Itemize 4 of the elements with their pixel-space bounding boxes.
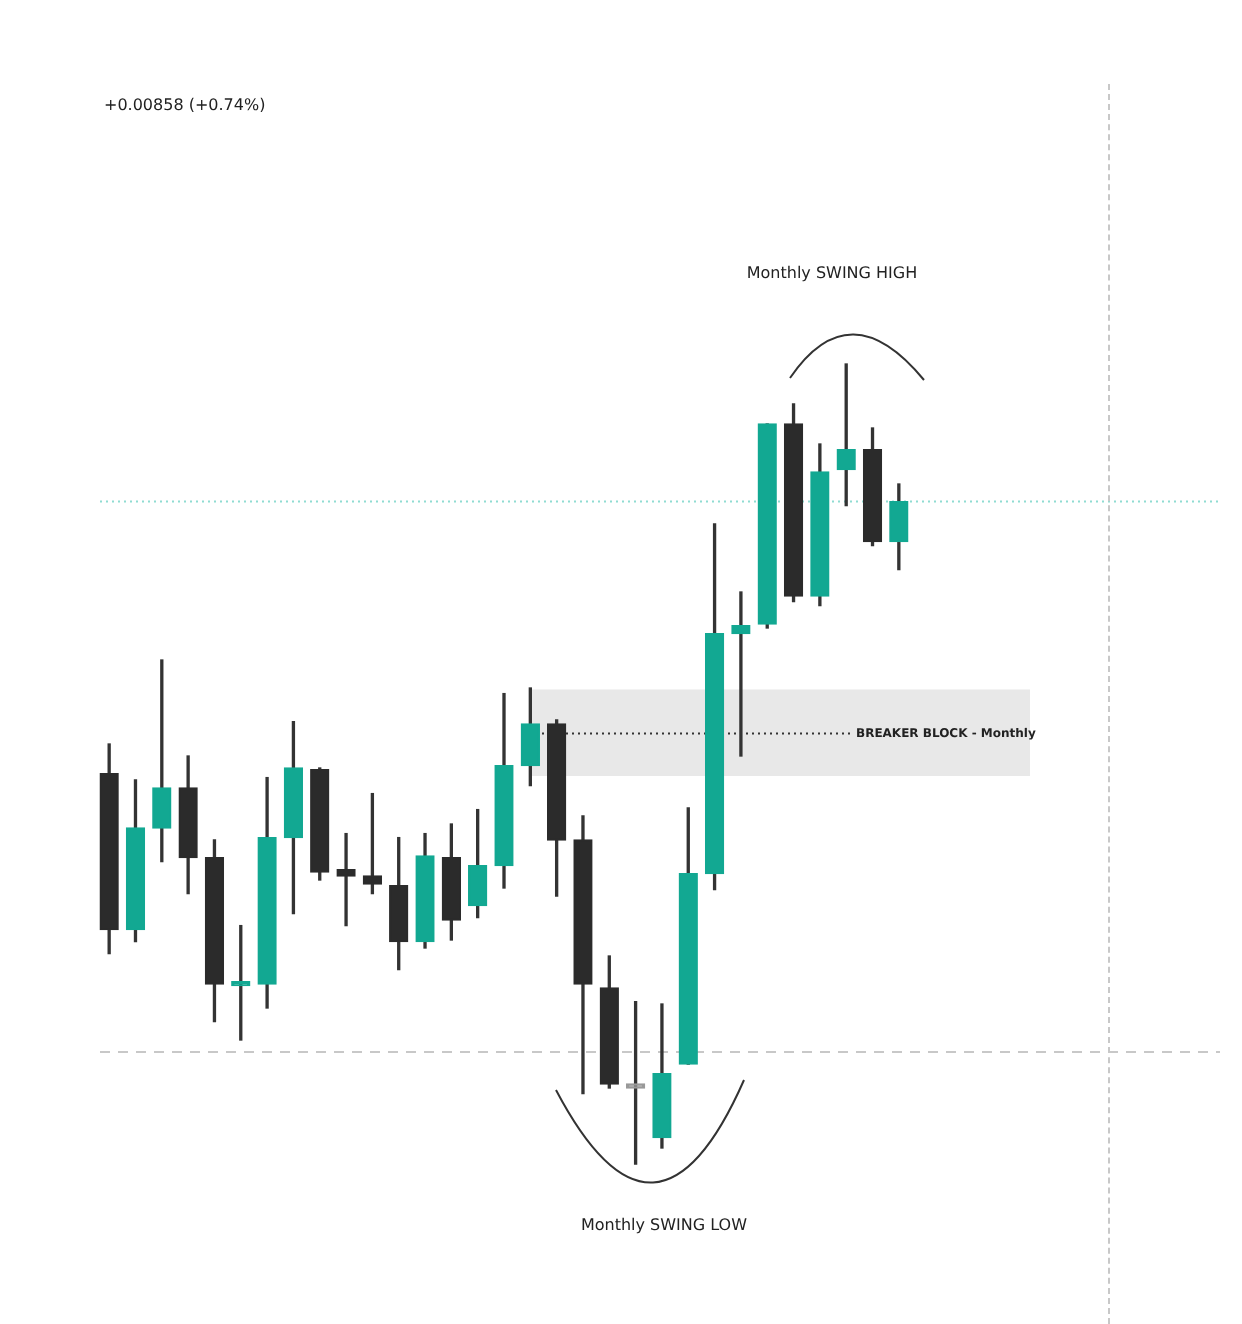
candlestick: [336, 832, 356, 927]
text: Monthly SWING LOW: [580, 1216, 748, 1234]
text: +0.00858 (+0.74%): [104, 96, 266, 114]
text: Monthly SWING HIGH: [746, 264, 918, 282]
